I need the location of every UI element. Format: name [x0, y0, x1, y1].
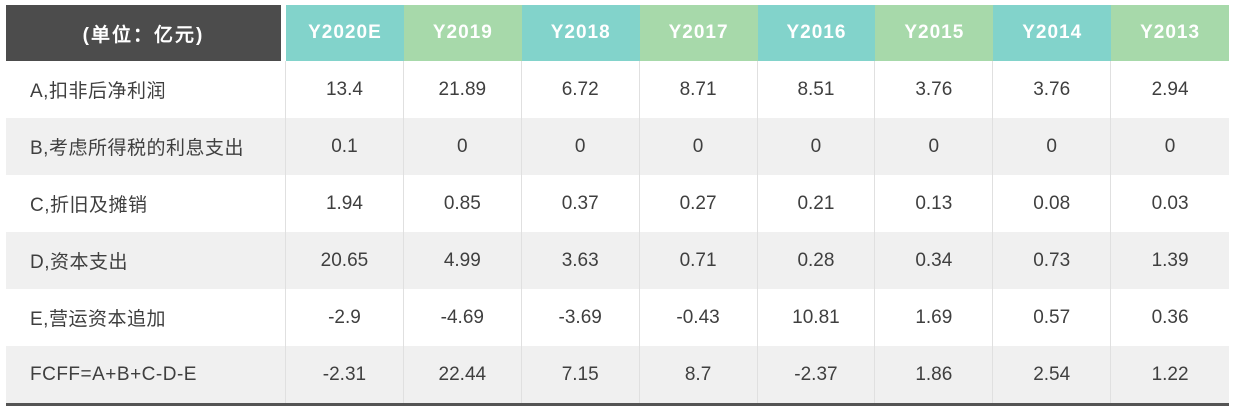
row-label-cell: E,营运资本追加 [6, 289, 286, 346]
value-cell: 0 [875, 118, 994, 175]
table-row: FCFF=A+B+C-D-E -2.31 22.44 7.15 8.7 -2.37 1.86… [6, 346, 1229, 403]
value-cell: 2.94 [1151, 78, 1189, 100]
value-cell: 0.27 [640, 175, 758, 232]
value-cell: 1.94 [286, 175, 404, 232]
value-cell: 10.81 [758, 289, 876, 346]
value-cell: 22.44 [404, 346, 522, 403]
year-header-cell: Y2016 [757, 5, 876, 61]
value-cell: 0 [993, 118, 1112, 175]
value-cell: 0.73 [993, 232, 1112, 289]
value-cell: 0.08 [993, 175, 1112, 232]
value-cell: 1.22 [1151, 363, 1189, 385]
year-header-cell: Y2017 [639, 5, 758, 61]
value-cell: -0.43 [640, 289, 758, 346]
year-header-cell: Y2019 [403, 5, 522, 61]
value-cell: -2.9 [286, 289, 404, 346]
fcff-table: (单位：亿元) Y2020E Y2019 Y2018 Y2017 Y2016 Y2015 Y… [6, 5, 1229, 406]
year-header-cell: Y2013 [1111, 5, 1229, 61]
value-cell: 1.69 [875, 289, 994, 346]
row-label-cell: FCFF=A+B+C-D-E [6, 346, 286, 403]
value-cell: 8.51 [758, 61, 876, 118]
value-cell: 20.65 [286, 232, 404, 289]
value-cell: 0.13 [875, 175, 994, 232]
year-header-cell: Y2014 [993, 5, 1112, 61]
value-cell: 0.57 [993, 289, 1112, 346]
value-cell: 0 [522, 118, 640, 175]
value-cell: -4.69 [404, 289, 522, 346]
value-cell: 6.72 [522, 61, 640, 118]
value-cell: 4.99 [404, 232, 522, 289]
value-cell: -2.31 [286, 346, 404, 403]
value-cell: 0.03 [1151, 192, 1189, 214]
value-cell: 3.76 [993, 61, 1112, 118]
table-body: A,扣非后净利润 13.4 21.89 6.72 8.71 8.51 3.76 3.76 2.9… [6, 61, 1229, 403]
table-row: C,折旧及摊销 1.94 0.85 0.37 0.27 0.21 0.13 0.08 0.03 [6, 175, 1229, 232]
value-cell: 0.28 [758, 232, 876, 289]
value-cell: 0.21 [758, 175, 876, 232]
value-cell: 0.71 [640, 232, 758, 289]
header-row: (单位：亿元) Y2020E Y2019 Y2018 Y2017 Y2016 Y2015 Y… [6, 5, 1229, 61]
table-row: A,扣非后净利润 13.4 21.89 6.72 8.71 8.51 3.76 3.76 2.9… [6, 61, 1229, 118]
value-cell: 3.63 [522, 232, 640, 289]
value-cell: 8.7 [640, 346, 758, 403]
value-cell: 0.36 [1151, 306, 1189, 328]
value-cell: -3.69 [522, 289, 640, 346]
table-row: B,考虑所得税的利息支出 0.1 0 0 0 0 0 0 0 [6, 118, 1229, 175]
year-header-cell: Y2018 [521, 5, 640, 61]
unit-header-cell: (单位：亿元) [6, 5, 286, 61]
value-cell: 13.4 [286, 61, 404, 118]
value-cell: 3.76 [875, 61, 994, 118]
value-cell: 0 [758, 118, 876, 175]
value-cell: 0.1 [286, 118, 404, 175]
value-cell: 0.37 [522, 175, 640, 232]
value-cell: 0 [640, 118, 758, 175]
table-row: D,资本支出 20.65 4.99 3.63 0.71 0.28 0.34 0.73 1.39 [6, 232, 1229, 289]
row-label-cell: C,折旧及摊销 [6, 175, 286, 232]
row-label-cell: B,考虑所得税的利息支出 [6, 118, 286, 175]
value-cell: 0 [404, 118, 522, 175]
year-header-cell: Y2015 [875, 5, 994, 61]
value-cell: 2.54 [993, 346, 1112, 403]
value-cell: 7.15 [522, 346, 640, 403]
value-cell: 1.86 [875, 346, 994, 403]
table-row: E,营运资本追加 -2.9 -4.69 -3.69 -0.43 10.81 1.69 0.57… [6, 289, 1229, 346]
value-cell: 21.89 [404, 61, 522, 118]
value-cell: -2.37 [758, 346, 876, 403]
value-cell: 0 [1164, 135, 1176, 157]
value-cell: 0.85 [404, 175, 522, 232]
row-label-cell: D,资本支出 [6, 232, 286, 289]
row-label-cell: A,扣非后净利润 [6, 61, 286, 118]
value-cell: 8.71 [640, 61, 758, 118]
year-header-cell: Y2020E [286, 5, 404, 61]
value-cell: 1.39 [1151, 249, 1189, 271]
value-cell: 0.34 [875, 232, 994, 289]
